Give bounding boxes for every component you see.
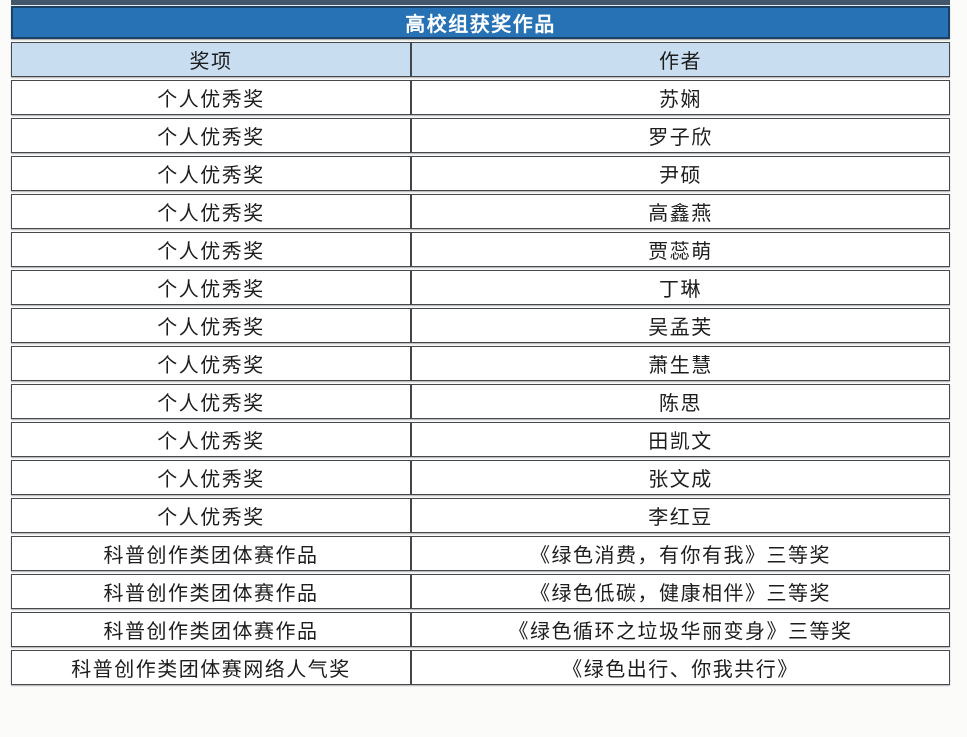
author-cell: 高鑫燕 bbox=[411, 194, 950, 229]
award-cell: 个人优秀奖 bbox=[11, 194, 411, 229]
table-row: 个人优秀奖 贾蕊萌 bbox=[11, 232, 950, 267]
table-row: 科普创作类团体赛作品 《绿色循环之垃圾华丽变身》三等奖 bbox=[11, 612, 950, 647]
table-row: 个人优秀奖 田凯文 bbox=[11, 422, 950, 457]
table-row: 个人优秀奖 苏娴 bbox=[11, 80, 950, 115]
award-cell: 个人优秀奖 bbox=[11, 422, 411, 457]
table-row: 科普创作类团体赛作品 《绿色消费，有你有我》三等奖 bbox=[11, 536, 950, 571]
award-cell: 个人优秀奖 bbox=[11, 80, 411, 115]
award-cell: 个人优秀奖 bbox=[11, 460, 411, 495]
cropped-row-edge bbox=[11, 0, 950, 6]
table-title-row: 高校组获奖作品 bbox=[11, 6, 950, 39]
award-cell: 个人优秀奖 bbox=[11, 270, 411, 305]
table-row: 个人优秀奖 罗子欣 bbox=[11, 118, 950, 153]
author-cell: 尹硕 bbox=[411, 156, 950, 191]
table-row: 科普创作类团体赛网络人气奖 《绿色出行、你我共行》 bbox=[11, 650, 950, 685]
award-cell: 科普创作类团体赛作品 bbox=[11, 612, 411, 647]
author-cell: 陈思 bbox=[411, 384, 950, 419]
award-cell: 科普创作类团体赛作品 bbox=[11, 574, 411, 609]
award-cell: 个人优秀奖 bbox=[11, 156, 411, 191]
table-header-row: 奖项 作者 bbox=[11, 42, 950, 77]
author-cell: 贾蕊萌 bbox=[411, 232, 950, 267]
table-title: 高校组获奖作品 bbox=[11, 6, 950, 39]
column-header-award: 奖项 bbox=[11, 42, 411, 77]
author-cell: 萧生慧 bbox=[411, 346, 950, 381]
table-row: 科普创作类团体赛作品 《绿色低碳，健康相伴》三等奖 bbox=[11, 574, 950, 609]
table-row: 个人优秀奖 丁琳 bbox=[11, 270, 950, 305]
awards-table-body: 高校组获奖作品 奖项 作者 个人优秀奖 苏娴 个人优秀奖 罗子欣 个人优秀奖 尹… bbox=[11, 6, 950, 685]
award-cell: 科普创作类团体赛网络人气奖 bbox=[11, 650, 411, 685]
award-cell: 个人优秀奖 bbox=[11, 232, 411, 267]
table-row: 个人优秀奖 尹硕 bbox=[11, 156, 950, 191]
table-row: 个人优秀奖 张文成 bbox=[11, 460, 950, 495]
award-cell: 个人优秀奖 bbox=[11, 346, 411, 381]
table-row: 个人优秀奖 陈思 bbox=[11, 384, 950, 419]
author-cell: 田凯文 bbox=[411, 422, 950, 457]
table-row: 个人优秀奖 萧生慧 bbox=[11, 346, 950, 381]
table-row: 个人优秀奖 高鑫燕 bbox=[11, 194, 950, 229]
author-cell: 丁琳 bbox=[411, 270, 950, 305]
awards-table: 高校组获奖作品 奖项 作者 个人优秀奖 苏娴 个人优秀奖 罗子欣 个人优秀奖 尹… bbox=[11, 3, 950, 688]
column-header-author: 作者 bbox=[411, 42, 950, 77]
table-row: 个人优秀奖 吴孟芙 bbox=[11, 308, 950, 343]
author-cell: 罗子欣 bbox=[411, 118, 950, 153]
author-cell: 张文成 bbox=[411, 460, 950, 495]
author-cell: 《绿色低碳，健康相伴》三等奖 bbox=[411, 574, 950, 609]
author-cell: 李红豆 bbox=[411, 498, 950, 533]
author-cell: 《绿色循环之垃圾华丽变身》三等奖 bbox=[411, 612, 950, 647]
awards-table-container: 高校组获奖作品 奖项 作者 个人优秀奖 苏娴 个人优秀奖 罗子欣 个人优秀奖 尹… bbox=[11, 0, 950, 688]
author-cell: 吴孟芙 bbox=[411, 308, 950, 343]
author-cell: 《绿色消费，有你有我》三等奖 bbox=[411, 536, 950, 571]
award-cell: 个人优秀奖 bbox=[11, 308, 411, 343]
author-cell: 苏娴 bbox=[411, 80, 950, 115]
award-cell: 科普创作类团体赛作品 bbox=[11, 536, 411, 571]
award-cell: 个人优秀奖 bbox=[11, 384, 411, 419]
author-cell: 《绿色出行、你我共行》 bbox=[411, 650, 950, 685]
award-cell: 个人优秀奖 bbox=[11, 118, 411, 153]
table-row: 个人优秀奖 李红豆 bbox=[11, 498, 950, 533]
award-cell: 个人优秀奖 bbox=[11, 498, 411, 533]
